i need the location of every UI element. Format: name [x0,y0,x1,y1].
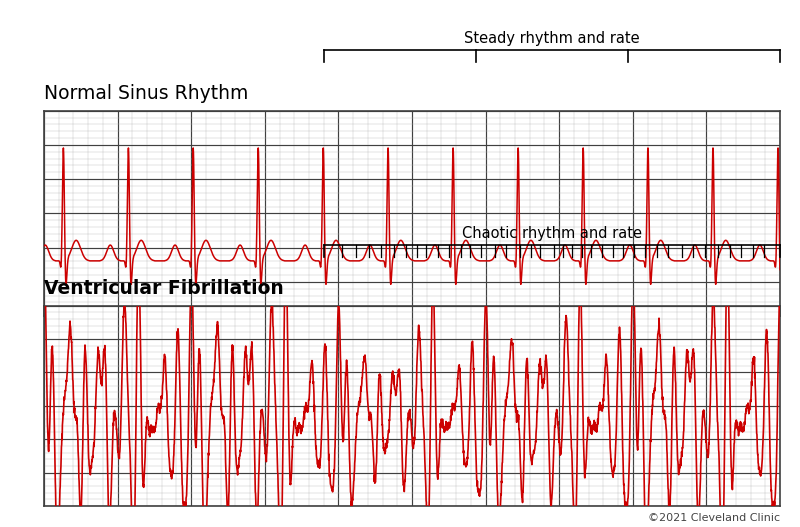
Text: ©2021 Cleveland Clinic: ©2021 Cleveland Clinic [648,513,780,523]
Text: Steady rhythm and rate: Steady rhythm and rate [464,31,640,46]
Text: Ventricular Fibrillation: Ventricular Fibrillation [44,279,284,298]
Text: Chaotic rhythm and rate: Chaotic rhythm and rate [462,226,642,241]
Text: Normal Sinus Rhythm: Normal Sinus Rhythm [44,84,248,103]
